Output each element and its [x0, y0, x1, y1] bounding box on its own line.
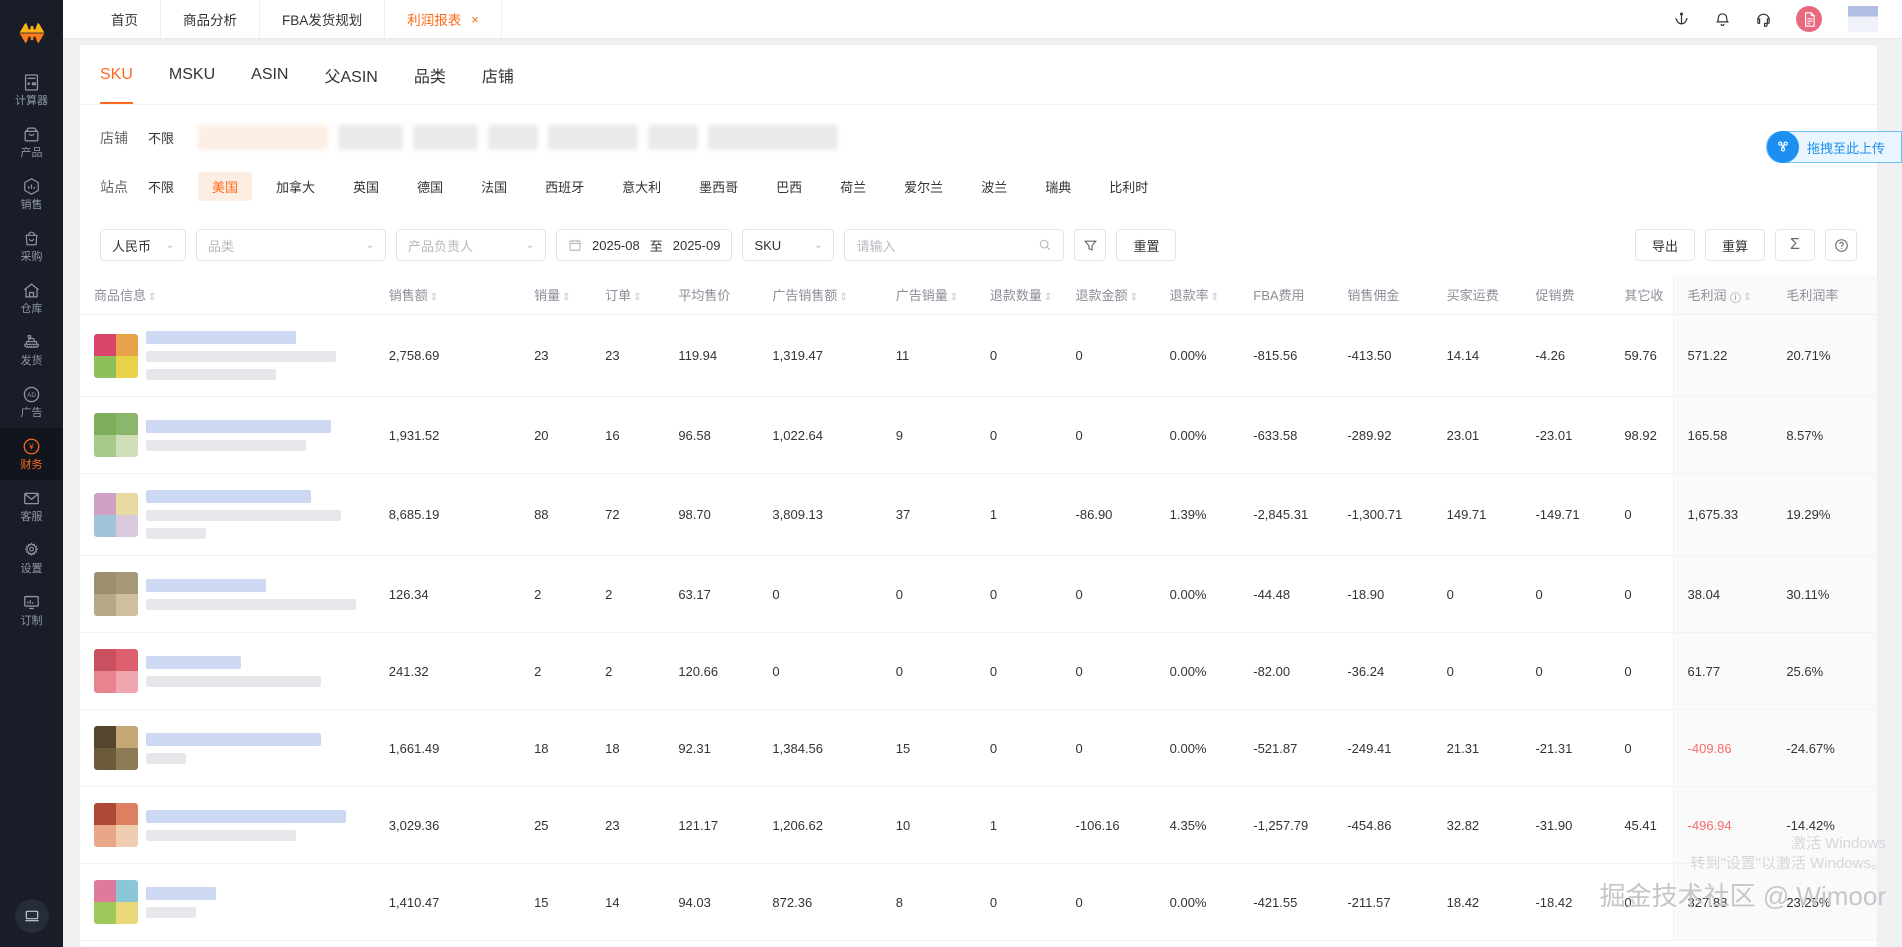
svg-text:¥: ¥: [29, 442, 34, 451]
svg-text:AD: AD: [27, 391, 36, 398]
